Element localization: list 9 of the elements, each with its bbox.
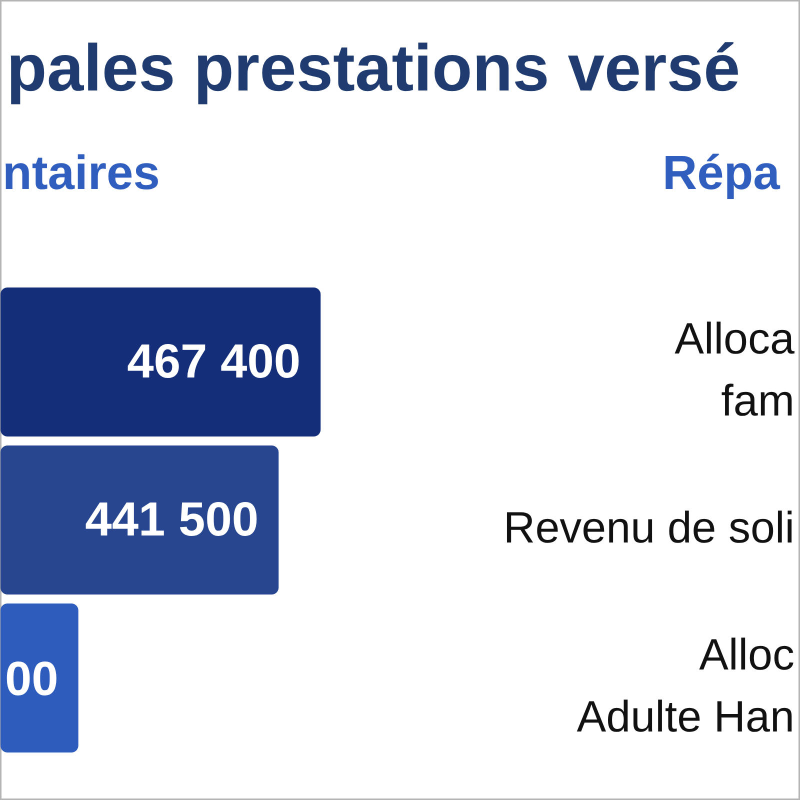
chart-title: pales prestations versé [6, 30, 740, 104]
y-tick-label: Revenu de soli [503, 504, 795, 552]
data-label: 441 500 [85, 494, 259, 546]
annotation: 00 [4, 653, 58, 706]
text: Répa [662, 147, 780, 200]
y-tick-label: Alloc Adulte Han [576, 630, 795, 742]
chart-subtitle: ntaires [2, 147, 160, 200]
data-label: 467 400 [127, 336, 301, 388]
y-tick-label: Alloca fam [674, 314, 796, 426]
